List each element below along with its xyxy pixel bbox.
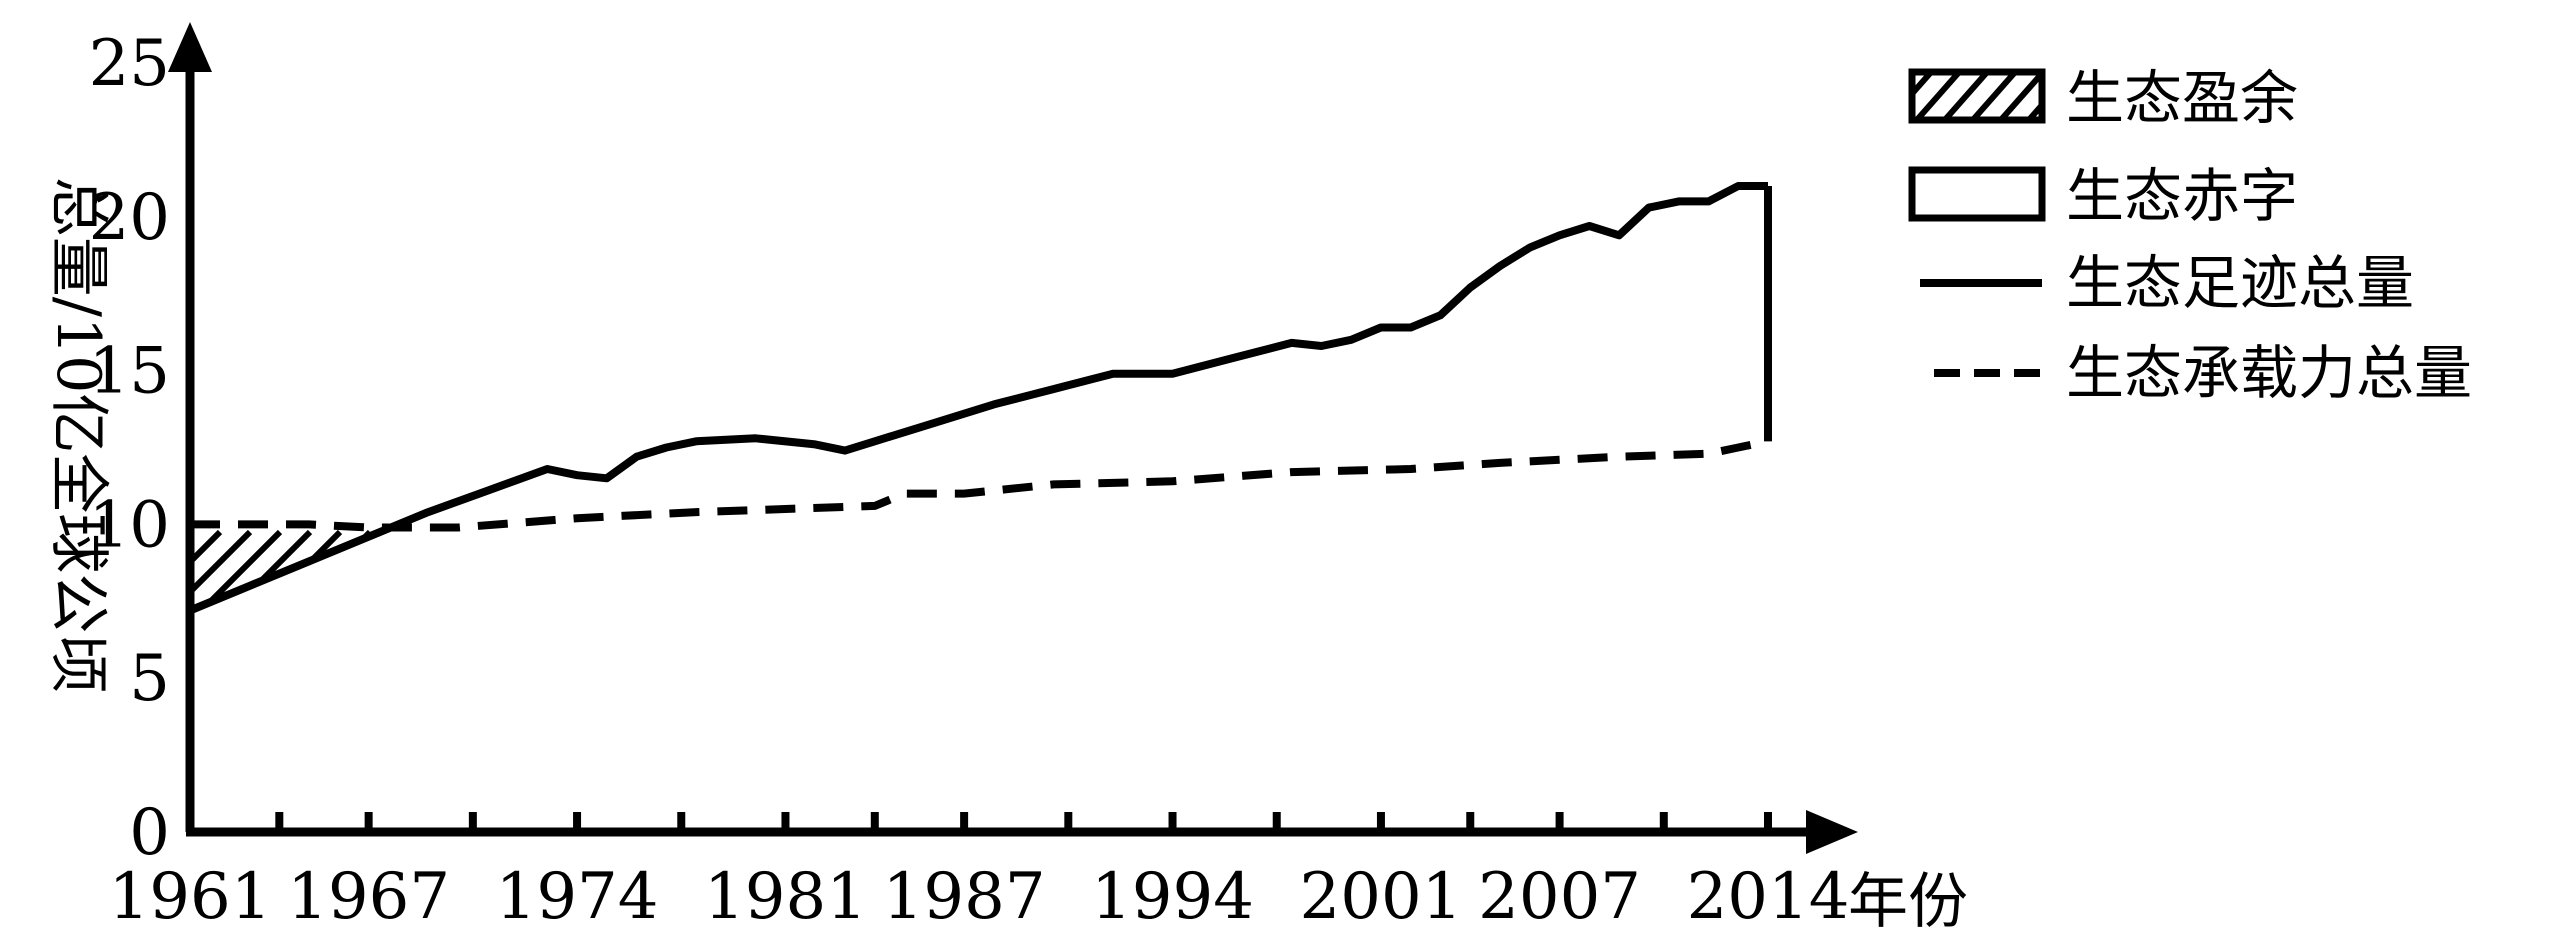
footprint-line (188, 182, 1768, 615)
x-tick-label: 1967 (287, 860, 450, 934)
x-tick-label: 1981 (704, 860, 867, 934)
y-tick-labels: 0 5 10 15 20 25 (89, 27, 170, 870)
legend-footprint-label: 生态足迹总量 (2066, 249, 2414, 317)
y-tick-label: 10 (89, 488, 170, 562)
x-tick-label: 1987 (883, 860, 1046, 934)
legend-deficit-label: 生态赤字 (2066, 162, 2298, 230)
y-tick-label: 15 (89, 335, 170, 409)
x-axis-label: 年份 (1848, 867, 1968, 937)
legend-capacity-label: 生态承载力总量 (2066, 339, 2472, 407)
x-axis-arrow (1806, 810, 1858, 854)
x-tick-label: 1994 (1091, 860, 1254, 934)
x-tick-label: 1974 (496, 860, 659, 934)
x-tick-label: 2007 (1478, 860, 1641, 934)
x-tick-label: 2001 (1300, 860, 1463, 934)
y-tick-label: 25 (89, 27, 170, 101)
legend-surplus-label: 生态盈余 (2066, 64, 2298, 132)
x-tick-marks (275, 812, 1772, 832)
legend-surplus-swatch (1908, 68, 2046, 124)
x-tick-label: 1961 (109, 860, 272, 934)
legend: 生态盈余 生态赤字 生态足迹总量 生态承载力总量 (1908, 64, 2472, 407)
x-tick-labels: 1961 1967 1974 1981 1987 1994 2001 2007 2014 (109, 860, 1850, 934)
capacity-line (190, 437, 1769, 532)
legend-deficit-swatch (1908, 166, 2046, 222)
x-tick-label: 2014 (1687, 860, 1850, 934)
y-tick-label: 20 (89, 181, 170, 255)
y-axis-label: 总量/10亿全球公顷 (43, 177, 113, 694)
y-tick-label: 0 (129, 796, 170, 870)
y-tick-label: 5 (129, 642, 170, 716)
y-axis-arrow (168, 22, 212, 72)
